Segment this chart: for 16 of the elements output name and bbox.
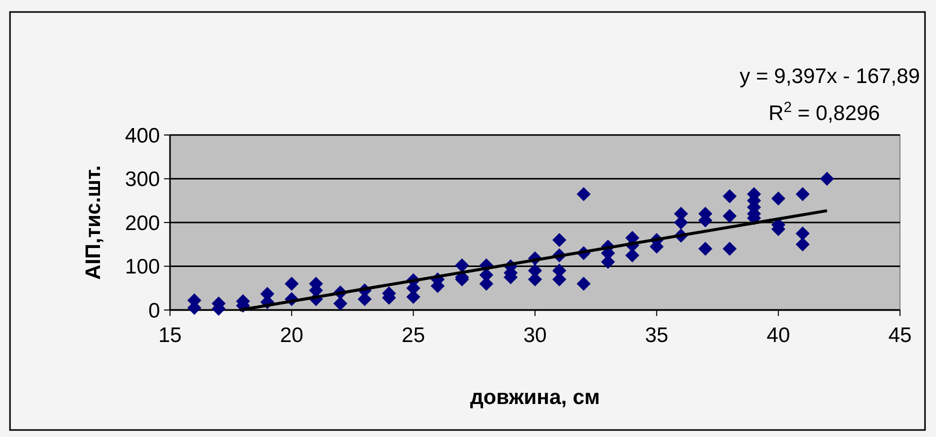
y-tick-label: 400 xyxy=(124,124,160,148)
y-tick-label: 300 xyxy=(124,168,160,192)
y-tick-label: 200 xyxy=(124,212,160,235)
x-tick-label: 35 xyxy=(644,324,668,347)
y-axis-title: АІП,тис.шт. xyxy=(82,165,105,280)
x-axis-title: довжина, см xyxy=(470,386,600,409)
x-tick-label: 20 xyxy=(280,324,304,347)
x-tick-label: 25 xyxy=(402,324,426,347)
y-tick-label: 100 xyxy=(124,256,160,279)
x-tick-label: 40 xyxy=(766,324,790,347)
text: y = 9,397x - 167,89 xyxy=(740,65,920,88)
text: R$^{2}$ = 0,8296 xyxy=(768,100,880,125)
x-tick-label: 30 xyxy=(523,324,547,347)
x-tick-label: 45 xyxy=(888,324,912,347)
x-tick-label: 15 xyxy=(158,324,182,347)
y-tick-label: 0 xyxy=(148,299,160,322)
